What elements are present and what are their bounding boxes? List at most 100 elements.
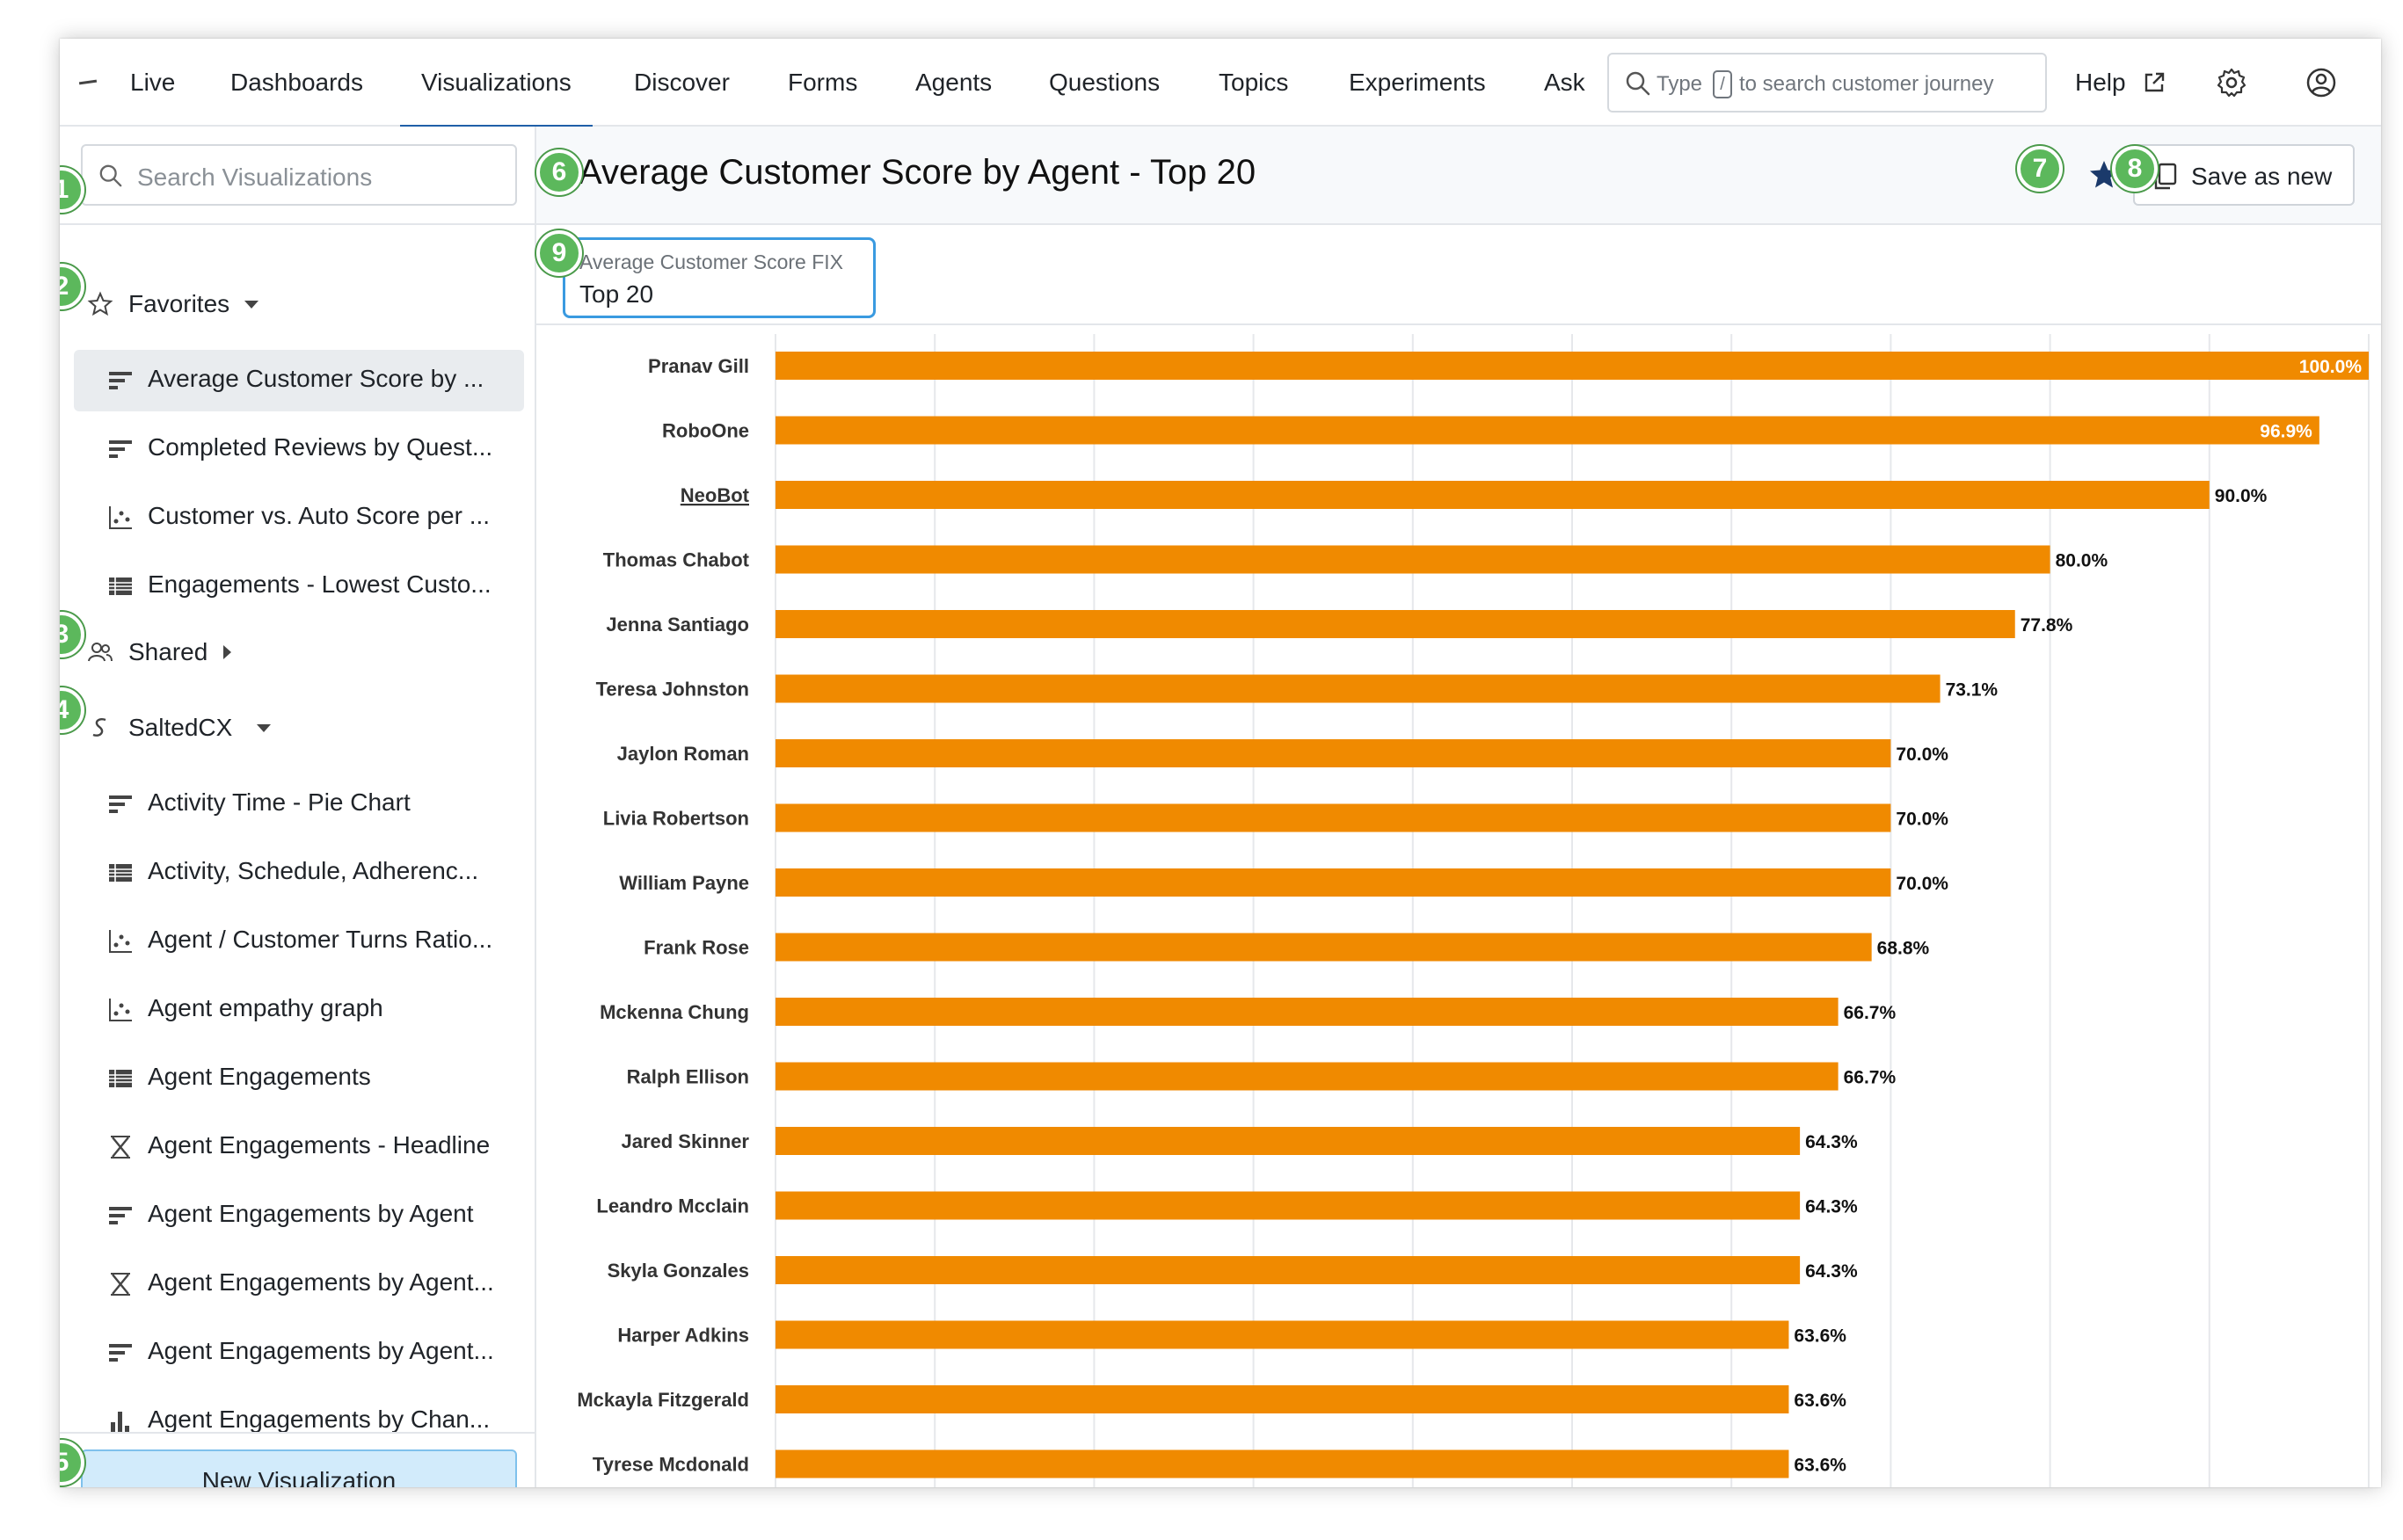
category-label: Skyla Gonzales xyxy=(608,1260,749,1282)
nav-topics[interactable]: Topics xyxy=(1219,69,1289,96)
chart-svg: Pranav Gill 100.0% RoboOne 96.9% NeoBot 90.0%… xyxy=(577,334,2370,1487)
table-icon xyxy=(109,1070,132,1087)
data-label: 96.9% xyxy=(2260,422,2312,442)
scatter-chart-icon xyxy=(109,930,132,953)
star-filled-icon[interactable] xyxy=(2087,158,2121,192)
sidebar-item-saltedcx[interactable]: Agent Engagements xyxy=(74,1048,524,1109)
slash-key-hint: / xyxy=(1713,70,1732,98)
data-label: 66.7% xyxy=(1844,1003,1897,1023)
chevron-right-icon xyxy=(223,645,231,659)
data-label: 100.0% xyxy=(2299,357,2363,377)
sidebar-item-favorite[interactable]: Customer vs. Auto Score per ... xyxy=(74,487,524,548)
sidebar-item-saltedcx[interactable]: Agent Engagements by Agent xyxy=(74,1185,524,1246)
data-label: 70.0% xyxy=(1896,810,1948,830)
bar[interactable] xyxy=(776,803,1891,832)
sidebar-item-label: Completed Reviews by Quest... xyxy=(148,433,493,461)
sidebar-item-label: Engagements - Lowest Custo... xyxy=(148,570,492,598)
category-label: Pranav Gill xyxy=(648,355,749,377)
chevron-down-icon xyxy=(244,301,259,309)
bar[interactable] xyxy=(776,674,1941,703)
external-link-icon[interactable] xyxy=(2142,70,2166,95)
main-panel: Average Customer Score by Agent - Top 20… xyxy=(536,127,2381,1487)
bar[interactable] xyxy=(776,739,1891,767)
nav-forms[interactable]: Forms xyxy=(788,69,858,96)
bar[interactable] xyxy=(776,481,2210,509)
help-link[interactable]: Help xyxy=(2075,69,2126,96)
sidebar-item-saltedcx[interactable]: Activity, Schedule, Adherenc... xyxy=(74,842,524,904)
data-label: 63.6% xyxy=(1794,1391,1846,1411)
nav-agents[interactable]: Agents xyxy=(915,69,993,96)
bar[interactable] xyxy=(776,933,1872,962)
bar-chart: Pranav Gill 100.0% RoboOne 96.9% NeoBot 90.0%… xyxy=(536,325,2381,1487)
nav-discover[interactable]: Discover xyxy=(634,69,730,96)
logo-icon[interactable] xyxy=(78,79,98,85)
bar[interactable] xyxy=(776,416,2319,445)
sidebar-item-favorite[interactable]: Average Customer Score by ... xyxy=(74,350,524,411)
sidebar-item-saltedcx[interactable]: Activity Time - Pie Chart xyxy=(74,774,524,835)
sidebar-item-saltedcx[interactable]: Agent Engagements by Chan... xyxy=(74,1391,524,1452)
gear-icon[interactable] xyxy=(2216,67,2247,98)
search-icon xyxy=(99,164,122,187)
nav-dashboards[interactable]: Dashboards xyxy=(230,69,363,96)
bar-chart-icon xyxy=(109,795,132,813)
search-placeholder: Search Visualizations xyxy=(137,163,373,191)
filter-chip[interactable]: Average Customer Score FIX Top 20 xyxy=(563,237,876,318)
category-label: Ralph Ellison xyxy=(627,1066,749,1088)
sidebar-item-saltedcx[interactable]: Agent Engagements by Agent... xyxy=(74,1322,524,1384)
sidebar-item-saltedcx[interactable]: Agent Engagements - Headline xyxy=(74,1116,524,1178)
shared-section-toggle[interactable]: Shared xyxy=(86,635,280,670)
new-visualization-button[interactable]: New Visualization xyxy=(81,1449,517,1487)
save-as-new-button[interactable]: Save as new xyxy=(2133,144,2355,206)
bar[interactable] xyxy=(776,868,1891,897)
bar[interactable] xyxy=(776,1385,1789,1413)
table-icon xyxy=(109,864,132,882)
sidebar-item-saltedcx[interactable]: Agent Engagements by Agent... xyxy=(74,1253,524,1315)
bar[interactable] xyxy=(776,545,2050,574)
bar[interactable] xyxy=(776,1320,1789,1349)
bar[interactable] xyxy=(776,1256,1801,1284)
sidebar-item-label: Agent Engagements by Agent xyxy=(148,1200,474,1227)
data-label: 64.3% xyxy=(1805,1197,1858,1217)
sidebar-item-label: Average Customer Score by ... xyxy=(148,365,484,392)
sidebar-item-saltedcx[interactable]: Agent empathy graph xyxy=(74,979,524,1041)
sidebar-item-label: Agent empathy graph xyxy=(148,994,383,1021)
chevron-down-icon xyxy=(257,724,271,732)
bar[interactable] xyxy=(776,610,2015,638)
data-label: 73.1% xyxy=(1946,680,1999,701)
sidebar-item-label: Agent Engagements - Headline xyxy=(148,1131,491,1159)
filter-bar: Average Customer Score FIX Top 20 xyxy=(536,225,2381,325)
data-label: 70.0% xyxy=(1896,874,1948,894)
sidebar-item-saltedcx[interactable]: Agent / Customer Turns Ratio... xyxy=(74,911,524,972)
filter-label: Average Customer Score FIX xyxy=(579,251,843,273)
nav-live[interactable]: Live xyxy=(130,69,176,96)
nav-experiments[interactable]: Experiments xyxy=(1349,69,1486,96)
bar[interactable] xyxy=(776,1191,1801,1220)
bar[interactable] xyxy=(776,1127,1801,1155)
sidebar-item-favorite[interactable]: Completed Reviews by Quest... xyxy=(74,418,524,480)
bar[interactable] xyxy=(776,1449,1789,1478)
category-label: Frank Rose xyxy=(644,937,749,959)
bar[interactable] xyxy=(776,1062,1839,1091)
nav-visualizations[interactable]: Visualizations xyxy=(400,39,593,128)
data-label: 77.8% xyxy=(2021,615,2073,636)
column-chart-icon xyxy=(111,1412,129,1433)
customer-journey-search[interactable]: Type / to search customer journey xyxy=(1607,53,2047,113)
favorites-section-toggle[interactable]: Favorites xyxy=(86,287,280,322)
nav-ask[interactable]: Ask xyxy=(1544,69,1585,96)
category-label: William Payne xyxy=(619,872,749,894)
scatter-chart-icon xyxy=(109,999,132,1021)
shared-label: Shared xyxy=(128,638,208,665)
user-profile-icon[interactable] xyxy=(2305,67,2337,98)
bar-chart-icon xyxy=(109,1344,132,1362)
category-label: Jenna Santiago xyxy=(606,614,749,636)
sidebar-item-favorite[interactable]: Engagements - Lowest Custo... xyxy=(74,556,524,617)
nav-questions[interactable]: Questions xyxy=(1049,69,1161,96)
search-visualizations-input[interactable]: Search Visualizations xyxy=(81,144,517,206)
saltedcx-section-toggle[interactable]: SaltedCX xyxy=(86,710,280,745)
category-label: Tyrese Mcdonald xyxy=(593,1454,749,1476)
bar[interactable] xyxy=(776,998,1839,1026)
page-title: Average Customer Score by Agent - Top 20 xyxy=(579,153,1256,192)
category-label: Thomas Chabot xyxy=(603,549,750,571)
sidebar-item-label: Agent Engagements by Chan... xyxy=(148,1406,491,1433)
bar[interactable] xyxy=(776,352,2369,380)
